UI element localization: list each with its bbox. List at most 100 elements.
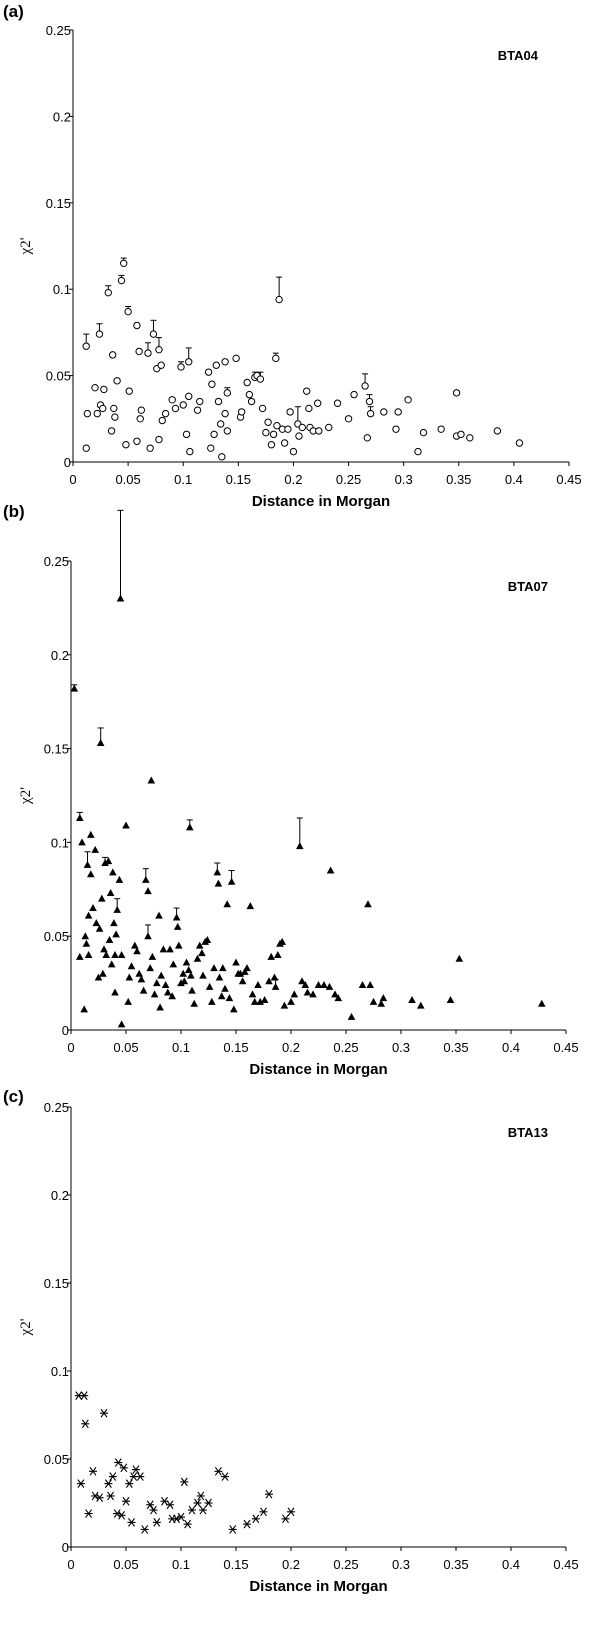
data-point — [199, 971, 207, 979]
data-point — [140, 1525, 149, 1534]
data-point — [124, 307, 132, 316]
data-point — [172, 913, 181, 921]
x-tick-label: 0.4 — [502, 1040, 520, 1055]
x-axis-title: Distance in Morgan — [249, 1061, 387, 1078]
data-point — [264, 418, 272, 426]
y-tick-label: 0.1 — [51, 835, 69, 850]
data-point — [203, 935, 212, 943]
data-point — [305, 404, 313, 413]
data-point — [281, 1514, 290, 1524]
x-tick-label: 0.25 — [333, 1040, 358, 1055]
x-tick-label: 0.2 — [284, 472, 302, 487]
x-tick-label: 0.2 — [282, 1040, 300, 1055]
data-point — [251, 1514, 260, 1524]
data-point — [215, 973, 224, 981]
y-tick-label: 0.25 — [46, 23, 71, 38]
x-tick-label: 0.35 — [443, 1040, 468, 1055]
data-point — [187, 971, 195, 979]
data-point — [179, 401, 187, 409]
data-point — [117, 276, 126, 285]
data-point — [166, 1500, 174, 1510]
data-point — [298, 423, 306, 432]
data-point — [81, 932, 90, 940]
data-point — [221, 409, 229, 418]
data-point — [325, 982, 334, 990]
data-point — [365, 397, 374, 406]
data-point — [82, 342, 90, 350]
data-point — [241, 967, 249, 975]
data-point — [326, 866, 335, 874]
y-tick-label: 0.2 — [51, 1188, 69, 1203]
x-tick-label: 0.45 — [556, 472, 581, 487]
data-point — [284, 425, 292, 433]
data-point — [158, 416, 166, 425]
data-point — [100, 1408, 108, 1418]
data-point — [216, 420, 225, 428]
data-point — [180, 977, 189, 985]
data-point — [217, 992, 226, 1000]
data-point — [152, 1518, 161, 1527]
data-point — [243, 1519, 251, 1529]
data-point — [125, 973, 134, 981]
data-point — [289, 447, 298, 456]
data-point — [91, 383, 99, 392]
data-point — [218, 453, 226, 461]
data-point — [115, 875, 124, 883]
data-point — [361, 382, 369, 390]
data-point — [250, 997, 259, 1005]
data-point — [137, 406, 146, 414]
data-point — [207, 444, 215, 452]
data-point — [236, 969, 245, 977]
data-point — [271, 982, 280, 990]
data-point — [104, 857, 113, 865]
data-point — [100, 385, 108, 394]
data-point — [117, 950, 126, 958]
data-point — [148, 952, 157, 960]
data-point — [414, 447, 422, 456]
panel-a: (a) BTA04 0 0.05 0.1 0.15 0.2 0.25 0 0.05 0.1 0.15 0… — [0, 0, 615, 510]
data-point — [358, 980, 367, 988]
data-point — [195, 941, 204, 949]
data-point — [108, 351, 117, 359]
data-point — [380, 408, 388, 416]
data-point — [186, 823, 194, 831]
x-tick-label: 0.35 — [443, 1557, 468, 1572]
data-point — [302, 387, 311, 395]
x-tick-label: 0.05 — [113, 1040, 138, 1055]
x-tick-label: 0.25 — [336, 472, 361, 487]
data-point — [135, 969, 143, 977]
data-point — [186, 447, 194, 456]
data-point — [112, 930, 120, 938]
data-point — [168, 396, 176, 404]
x-tick-label: 0.25 — [333, 1557, 358, 1572]
data-point — [82, 939, 91, 947]
data-point — [99, 404, 107, 413]
data-point — [92, 919, 101, 927]
data-point — [182, 958, 191, 966]
data-point — [101, 859, 109, 867]
y-tick-label: 0 — [64, 455, 71, 470]
data-point — [347, 1012, 356, 1020]
data-point — [272, 354, 280, 363]
data-point — [109, 868, 117, 876]
data-point — [303, 988, 312, 996]
data-point — [146, 1500, 155, 1510]
data-point — [493, 427, 502, 435]
data-point — [80, 1005, 88, 1013]
data-point — [133, 321, 141, 330]
data-point — [262, 428, 270, 437]
data-point — [331, 990, 339, 998]
data-point — [91, 845, 99, 853]
data-point — [157, 361, 165, 369]
data-point — [95, 330, 104, 338]
data-point — [274, 950, 282, 958]
data-point — [146, 444, 154, 452]
data-point — [437, 425, 445, 433]
data-point — [204, 1498, 213, 1508]
y-tick-label: 0.2 — [51, 648, 69, 663]
data-point — [515, 439, 524, 447]
data-point — [78, 838, 86, 846]
data-point — [265, 977, 273, 985]
data-point — [164, 988, 172, 996]
data-point — [171, 404, 180, 413]
